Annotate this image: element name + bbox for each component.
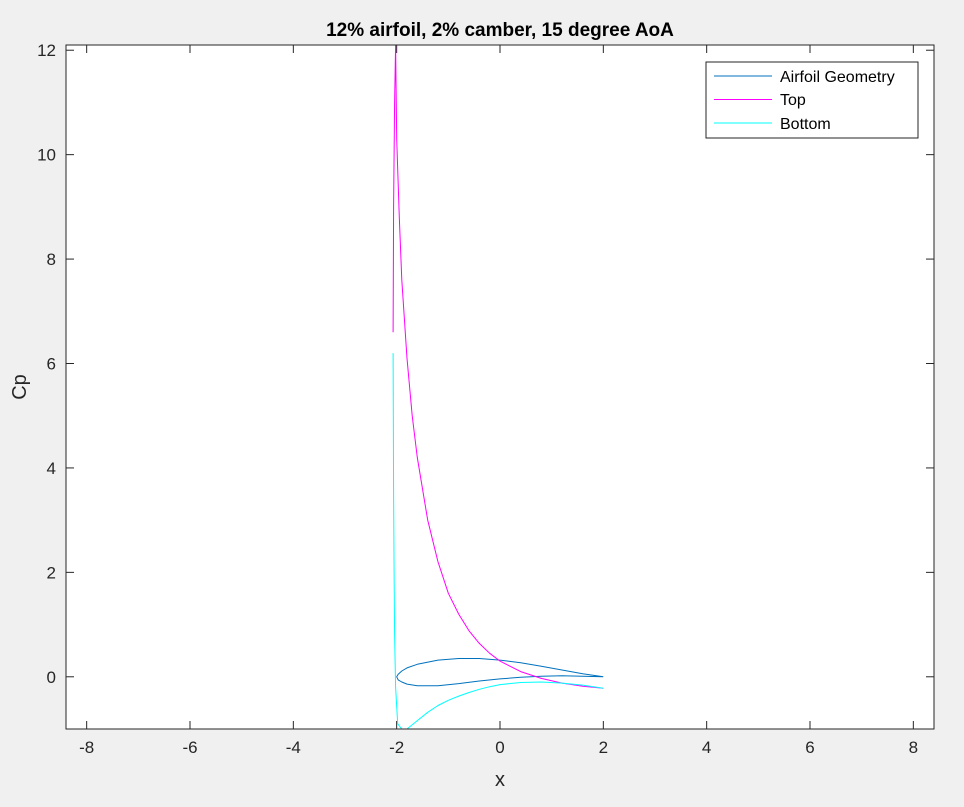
x-tick-label: -8: [79, 738, 94, 757]
x-ticks: -8 -6 -4 -2 0 2 4 6 8: [79, 45, 918, 757]
x-tick-label: -6: [182, 738, 197, 757]
legend: Airfoil Geometry Top Bottom: [705, 61, 919, 139]
y-tick-label: 4: [47, 459, 56, 478]
series-line-airfoil-geometry: [396, 658, 604, 687]
y-tick-label: 2: [47, 563, 56, 582]
series-layer: [392, 45, 604, 729]
y-tick-label: 6: [47, 355, 56, 374]
x-tick-label: 8: [909, 738, 918, 757]
x-tick-label: 6: [805, 738, 814, 757]
y-tick-label: 8: [47, 250, 56, 269]
legend-label-airfoil-geometry: Airfoil Geometry: [780, 69, 895, 86]
legend-label-bottom: Bottom: [780, 116, 831, 133]
x-tick-label: -4: [286, 738, 301, 757]
legend-label-top: Top: [780, 92, 806, 109]
x-tick-label: 2: [599, 738, 608, 757]
y-ticks: 0 2 4 6 8 10 12: [37, 41, 934, 687]
chart-title: 12% airfoil, 2% camber, 15 degree AoA: [326, 20, 674, 41]
y-tick-label: 0: [47, 668, 56, 687]
x-tick-label: 4: [702, 738, 711, 757]
axes-box: [65, 44, 935, 730]
x-axis-label: x: [495, 769, 505, 791]
plot-area: [66, 45, 934, 729]
y-tick-label: 10: [37, 146, 56, 165]
x-tick-label: 0: [495, 738, 504, 757]
y-tick-label: 12: [37, 41, 56, 60]
x-tick-label: -2: [389, 738, 404, 757]
series-line-top: [392, 45, 604, 689]
y-axis-label: Cp: [9, 374, 31, 400]
series-line-bottom: [392, 353, 604, 729]
